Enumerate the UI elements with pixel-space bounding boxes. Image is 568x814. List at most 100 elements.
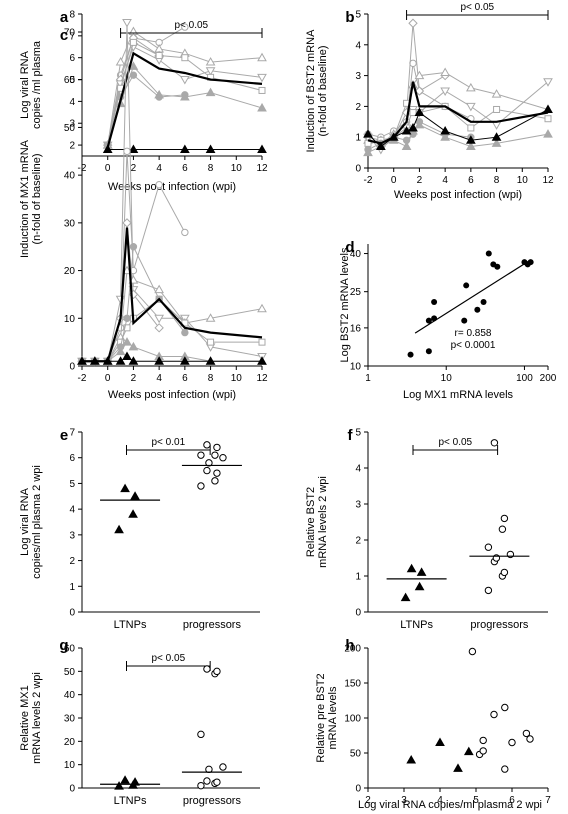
data-point (205, 57, 216, 66)
x-tick-label: 12 (542, 175, 554, 186)
y-axis-label: Induction of BST2 mRNA (n-fold of baselin… (305, 29, 329, 153)
x-tick-label: 8 (494, 175, 500, 186)
y-tick-label: 3 (69, 530, 75, 541)
data-point (128, 356, 139, 365)
data-point (128, 509, 138, 518)
data-point (114, 781, 124, 790)
data-point (463, 746, 474, 756)
y-axis-label-line: Relative MX1 (19, 685, 31, 750)
y-tick-label: 2 (355, 102, 361, 113)
data-point (213, 443, 221, 452)
x-tick-label: 2 (417, 175, 423, 186)
x-tick-label: -2 (78, 373, 87, 384)
data-point (491, 121, 502, 130)
x-tick-label: -2 (364, 175, 373, 186)
x-tick-label: 2 (131, 373, 137, 384)
data-point (414, 107, 425, 117)
x-tick-label: 100 (516, 373, 533, 384)
y-tick-label: 200 (344, 644, 361, 655)
y-tick-label: 150 (344, 679, 361, 690)
x-tick-label: 8 (208, 163, 214, 174)
data-point (465, 82, 476, 92)
data-point (205, 313, 216, 322)
x-tick-label: 10 (517, 175, 529, 186)
data-point (491, 89, 502, 98)
y-tick-label: 40 (64, 171, 76, 182)
category-label: progressors (183, 619, 242, 631)
data-point (257, 102, 267, 112)
data-point (154, 356, 165, 365)
y-tick-label: 4 (355, 464, 361, 475)
x-tick-label: 8 (208, 373, 214, 384)
data-point (257, 356, 267, 365)
y-axis-label: Induction of MX1 mRNA (n-fold of baseline… (19, 139, 43, 258)
x-tick-label: 6 (182, 163, 188, 174)
y-axis-label-line: mRNA levels 2 wpi (31, 672, 43, 764)
significance-label: p< 0.05 (460, 2, 494, 13)
data-point (128, 341, 139, 351)
data-point (122, 337, 132, 346)
y-axis-label-line: mRNA levels 2 wpi (317, 476, 329, 568)
data-point (544, 115, 552, 123)
data-point (401, 141, 412, 150)
panel-letter: g (59, 637, 68, 654)
y-tick-label: 7 (69, 31, 75, 42)
data-point (120, 483, 130, 493)
data-point (114, 524, 124, 534)
x-tick-label: 10 (231, 163, 243, 174)
data-point (181, 228, 189, 237)
data-point (490, 439, 499, 447)
x-tick-label: 2 (131, 163, 137, 174)
category-label: LTNPs (114, 795, 147, 807)
x-tick-label: 4 (156, 163, 162, 174)
data-point (425, 317, 432, 324)
y-tick-label: 1 (355, 133, 361, 144)
x-axis-label: Weeks post infection (wpi) (394, 189, 522, 201)
data-point (205, 356, 216, 365)
data-point (363, 147, 373, 157)
data-point (465, 141, 476, 150)
y-tick-label: 40 (64, 690, 76, 701)
x-tick-label: 12 (256, 373, 268, 384)
data-point (213, 469, 221, 477)
y-tick-label: 5 (69, 479, 75, 490)
data-point (406, 754, 417, 764)
y-axis-label-line: copies /ml plasma (31, 40, 43, 129)
y-tick-label: 3 (69, 119, 75, 130)
data-point (474, 306, 481, 313)
x-tick-label: 6 (468, 175, 474, 186)
x-tick-label: 4 (437, 795, 443, 806)
y-tick-label: 50 (64, 667, 76, 678)
data-point (128, 61, 139, 70)
data-point (414, 70, 425, 80)
y-tick-label: 4 (355, 40, 361, 51)
data-point (155, 52, 163, 60)
y-tick-label: 10 (64, 314, 76, 325)
data-point (197, 781, 205, 790)
y-axis-label-line: Induction of BST2 mRNA (305, 29, 317, 153)
data-point (181, 23, 189, 31)
data-point (128, 144, 139, 153)
data-point (179, 356, 190, 365)
x-tick-label: 1 (365, 373, 371, 384)
significance-label: p< 0.05 (438, 437, 472, 448)
x-tick-label: 4 (442, 175, 448, 186)
data-point (435, 737, 445, 746)
category-label: LTNPs (400, 619, 433, 631)
y-axis-label-line: copies/ml plasma 2 wpi (31, 465, 43, 579)
y-tick-label: 0 (355, 164, 361, 175)
data-point (205, 144, 216, 153)
data-point (401, 126, 412, 135)
data-point (197, 482, 205, 490)
x-tick-label: 0 (105, 163, 111, 174)
y-tick-label: 0 (69, 362, 75, 373)
data-point (375, 141, 386, 150)
y-axis-label: Relative MX1 mRNA levels 2 wpi (19, 672, 43, 764)
data-point (431, 299, 438, 306)
y-tick-label: 30 (64, 714, 76, 725)
data-point (408, 18, 418, 28)
panel-letter: e (60, 427, 68, 444)
y-axis-label: Log viral RNA copies/ml plasma 2 wpi (19, 465, 43, 579)
